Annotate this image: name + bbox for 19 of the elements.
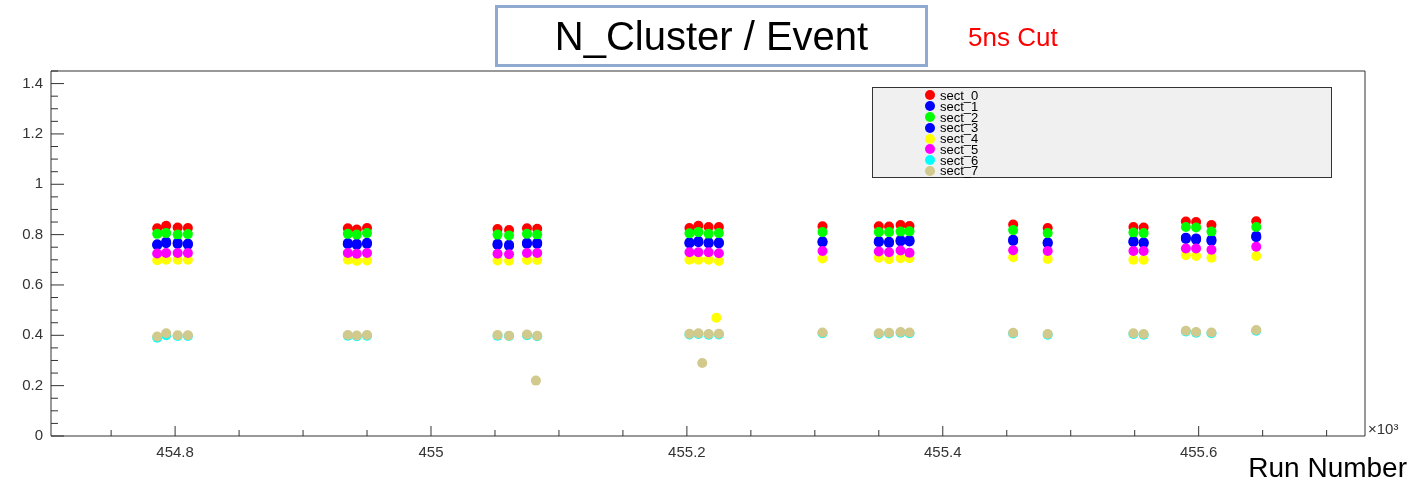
text: 5ns Cut: [968, 22, 1058, 53]
x-tick-label: 455.6: [1179, 443, 1218, 461]
x-tick-label: 455: [418, 443, 444, 461]
y-tick-label: 0.2: [22, 375, 43, 393]
y-tick-label: 0.6: [22, 275, 43, 293]
x-axis-title: Run Number: [1248, 452, 1407, 484]
y-tick-label: 0.4: [22, 325, 43, 343]
text: ×10³: [1368, 420, 1399, 437]
legend-label: sect_4: [940, 131, 979, 147]
y-tick-label: 1.4: [22, 73, 43, 91]
x-tick-label: 455.2: [668, 443, 706, 461]
x-tick-label: 455.4: [924, 443, 962, 461]
y-tick-label: 1: [34, 174, 43, 192]
y-tick-label: 1.2: [22, 124, 43, 142]
y-tick-label: 0.8: [22, 224, 43, 242]
x-tick-label: 454.8: [156, 443, 194, 461]
legend-label: sect_0: [940, 87, 979, 103]
chart-title: N_Cluster / Event: [495, 5, 928, 67]
y-tick-label: 0: [34, 426, 43, 444]
